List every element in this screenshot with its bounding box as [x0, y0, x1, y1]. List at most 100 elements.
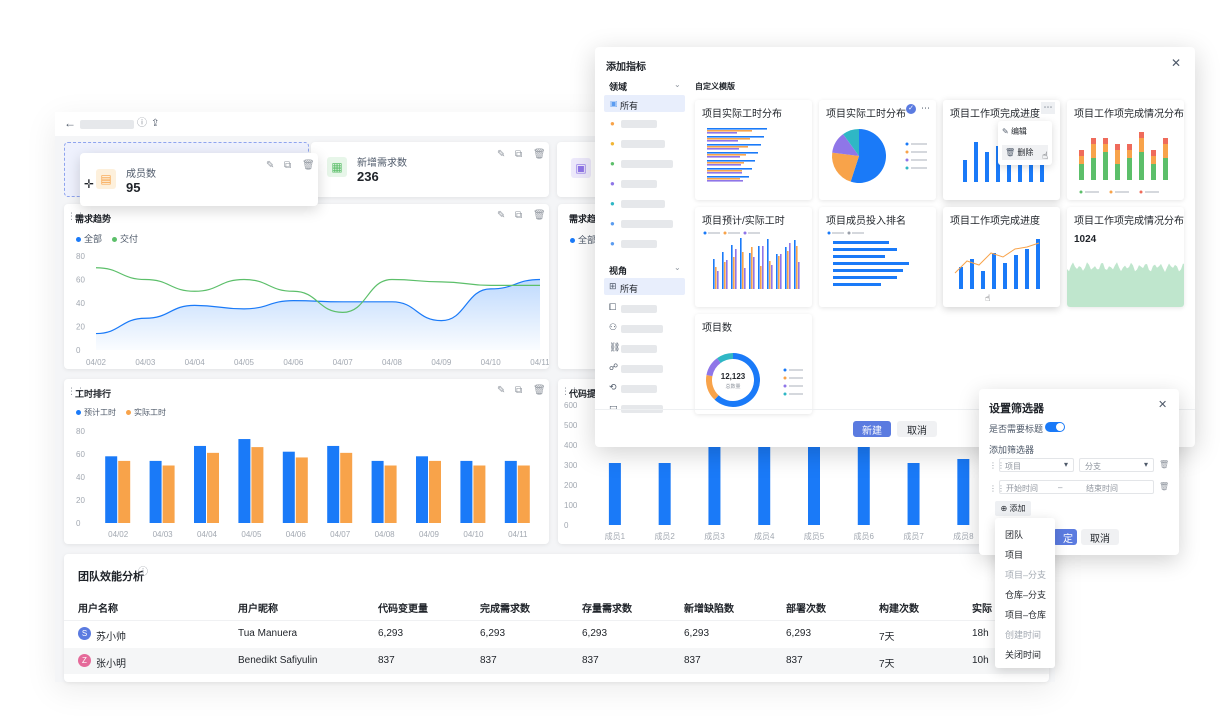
template-project-count[interactable]: 项目数 12,123 总数量 [695, 314, 812, 414]
template-completion-distribution[interactable]: 项目工作项完成情况分布 [1067, 100, 1184, 200]
view-item[interactable]: ⚇ [609, 322, 685, 334]
domain-icon: ● [610, 179, 615, 188]
bar-actual [118, 460, 131, 523]
template-member-ranking[interactable]: 项目成员投入排名 [819, 207, 936, 307]
x-tick-label: 成员6 [854, 531, 875, 541]
x-tick-label: 成员2 [654, 531, 675, 541]
domain-item[interactable]: ● [610, 139, 685, 149]
more-icon[interactable]: ⋯ [1041, 102, 1055, 114]
start-placeholder: 开始时间 [1006, 484, 1038, 493]
template-completion-line[interactable]: 项目工作项完成进度 ☝ [943, 207, 1060, 307]
need-title-toggle[interactable] [1045, 422, 1065, 432]
domain-item[interactable]: ● [610, 219, 685, 229]
add-metric-modal: 添加指标 ✕ 领域 ⌄ ▣ 所有 ● ● ● ● ● ● ● 视角 ⌄ ⊞ 所有 ⧠ ⚇ ⛓ ☍ ⟲… [595, 47, 1195, 447]
share-icon[interactable]: ⇪ [151, 118, 160, 129]
chevron-down-icon[interactable]: ⌄ [674, 263, 681, 272]
chevron-down-icon[interactable]: ⌄ [674, 80, 681, 89]
table-cell: 18h [972, 628, 989, 639]
template-planned-actual[interactable]: 项目预计/实际工时 [695, 207, 812, 307]
drag-handle-icon[interactable]: ⋮⋮ [989, 484, 1005, 493]
table-row[interactable]: S 苏小帅 Tua Manuera 6,293 6,293 6,293 6,293 6,293… [64, 620, 1049, 646]
copy-icon[interactable]: ⧉ [284, 160, 292, 171]
add-filter-button[interactable]: ⊕ 添加 [995, 501, 1031, 516]
delete-icon[interactable]: 🗑 [1159, 482, 1170, 491]
template-thumbnail: 12,123 总数量 [706, 353, 803, 407]
column-header: 构建次数 [879, 604, 919, 615]
metric-card-members[interactable]: ▤ ✛ 成员数 95 ✎ ⧉ 🗑 [80, 153, 318, 206]
domain-item[interactable]: ● [610, 199, 685, 209]
create-button[interactable]: 新建 [853, 421, 891, 437]
template-completion-area[interactable]: 项目工作项完成情况分布 1024 [1067, 207, 1184, 307]
filter-option[interactable]: 关闭时间 [1005, 650, 1042, 660]
metric-title: 新增需求数 [357, 158, 407, 169]
cancel-button[interactable]: 取消 [897, 421, 937, 437]
copy-icon[interactable]: ⧉ [515, 385, 523, 396]
y-tick-label: 60 [76, 276, 85, 285]
branch-select[interactable]: 分支 ▾ [1079, 458, 1154, 472]
table-row[interactable]: Z 张小明 Benedikt Safiyulin 837 837 837 837 837 7天 1… [64, 648, 1049, 674]
table-cell: 6,293 [480, 628, 506, 639]
domain-icon: ● [610, 239, 615, 248]
table-cell: 10h [972, 655, 989, 666]
drag-handle-icon[interactable]: ⋮⋮ [989, 461, 1005, 470]
drag-handle-icon[interactable]: ⋮⋮ [561, 386, 579, 396]
delete-icon[interactable]: 🗑 [1159, 460, 1170, 469]
back-arrow-icon[interactable]: ← [64, 116, 76, 130]
domain-item[interactable]: ● [610, 239, 685, 249]
label-placeholder [621, 305, 657, 313]
filter-option[interactable]: 项目 [1005, 550, 1024, 560]
cancel-button[interactable]: 取消 [1081, 529, 1119, 545]
table-cell: 6,293 [582, 628, 608, 639]
drag-handle-icon[interactable]: ⋮⋮ [67, 211, 85, 221]
modal-title: 添加指标 [606, 62, 646, 73]
pie-slice [850, 129, 886, 183]
metric-card-new-demand[interactable]: ▦ 新增需求数 236 ✎ ⧉ 🗑 [311, 142, 549, 197]
edit-icon[interactable]: ✎ [497, 149, 506, 160]
view-item[interactable]: ⧠ [609, 302, 685, 314]
confirm-button[interactable]: 定 [1053, 529, 1077, 545]
filter-option[interactable]: 项目–仓库 [1005, 610, 1047, 620]
view-item[interactable]: ⛓ [609, 342, 685, 354]
domain-item[interactable]: ● [610, 119, 685, 129]
y-tick-label: 80 [76, 252, 85, 261]
column-header: 实际 [972, 604, 992, 615]
domain-item[interactable]: ● [610, 179, 685, 189]
filter-option[interactable]: 仓库–分支 [1005, 590, 1047, 600]
view-item[interactable]: ☍ [609, 362, 685, 374]
copy-icon[interactable]: ⧉ [515, 149, 523, 160]
pie-slice [832, 134, 859, 156]
close-icon[interactable]: ✕ [1158, 399, 1168, 411]
avatar: S [78, 627, 91, 640]
bar-planned [371, 460, 384, 523]
card-title: 工时排行 [75, 389, 112, 399]
filter-option[interactable]: 项目–分支 [1005, 570, 1047, 580]
template-hours-distribution[interactable]: 项目实际工时分布 [695, 100, 812, 200]
edit-icon[interactable]: ✎ [497, 385, 506, 396]
drag-cursor-icon: ✛ [84, 177, 95, 191]
delete-icon[interactable]: 🗑 [533, 210, 546, 221]
delete-icon[interactable]: 🗑 [533, 385, 546, 396]
view-item[interactable]: ⟲ [609, 382, 685, 394]
more-icon[interactable]: ⋯ [921, 103, 930, 113]
date-range-picker[interactable]: 开始时间 – 结束时间 [999, 480, 1154, 494]
filter-option[interactable]: 团队 [1005, 530, 1024, 540]
y-tick-label: 0 [76, 519, 81, 528]
x-tick-label: 04/05 [241, 530, 262, 539]
edit-icon[interactable]: ✎ [497, 210, 506, 221]
template-hours-pie[interactable]: 项目实际工时分布 ✓ ⋯ [819, 100, 936, 200]
copy-icon[interactable]: ⧉ [515, 210, 523, 221]
drag-handle-icon[interactable]: ⋮⋮ [67, 386, 85, 396]
delete-menu-item[interactable]: 🗑 删除 [1002, 145, 1048, 160]
delete-icon[interactable]: 🗑 [533, 149, 546, 160]
label-placeholder [621, 345, 657, 353]
filter-option[interactable]: 创建时间 [1005, 630, 1042, 640]
close-icon[interactable]: ✕ [1171, 56, 1182, 70]
view-all-item[interactable]: ⊞ 所有 [604, 278, 685, 295]
edit-menu-item[interactable]: ✎ 编辑 [1002, 126, 1048, 141]
domain-all-item[interactable]: ▣ 所有 [604, 95, 685, 112]
domain-item[interactable]: ● [610, 159, 685, 169]
edit-icon[interactable]: ✎ [266, 160, 275, 171]
project-select[interactable]: 项目 ▾ [999, 458, 1074, 472]
delete-icon[interactable]: 🗑 [302, 160, 315, 171]
domain-icon: ● [610, 139, 615, 148]
